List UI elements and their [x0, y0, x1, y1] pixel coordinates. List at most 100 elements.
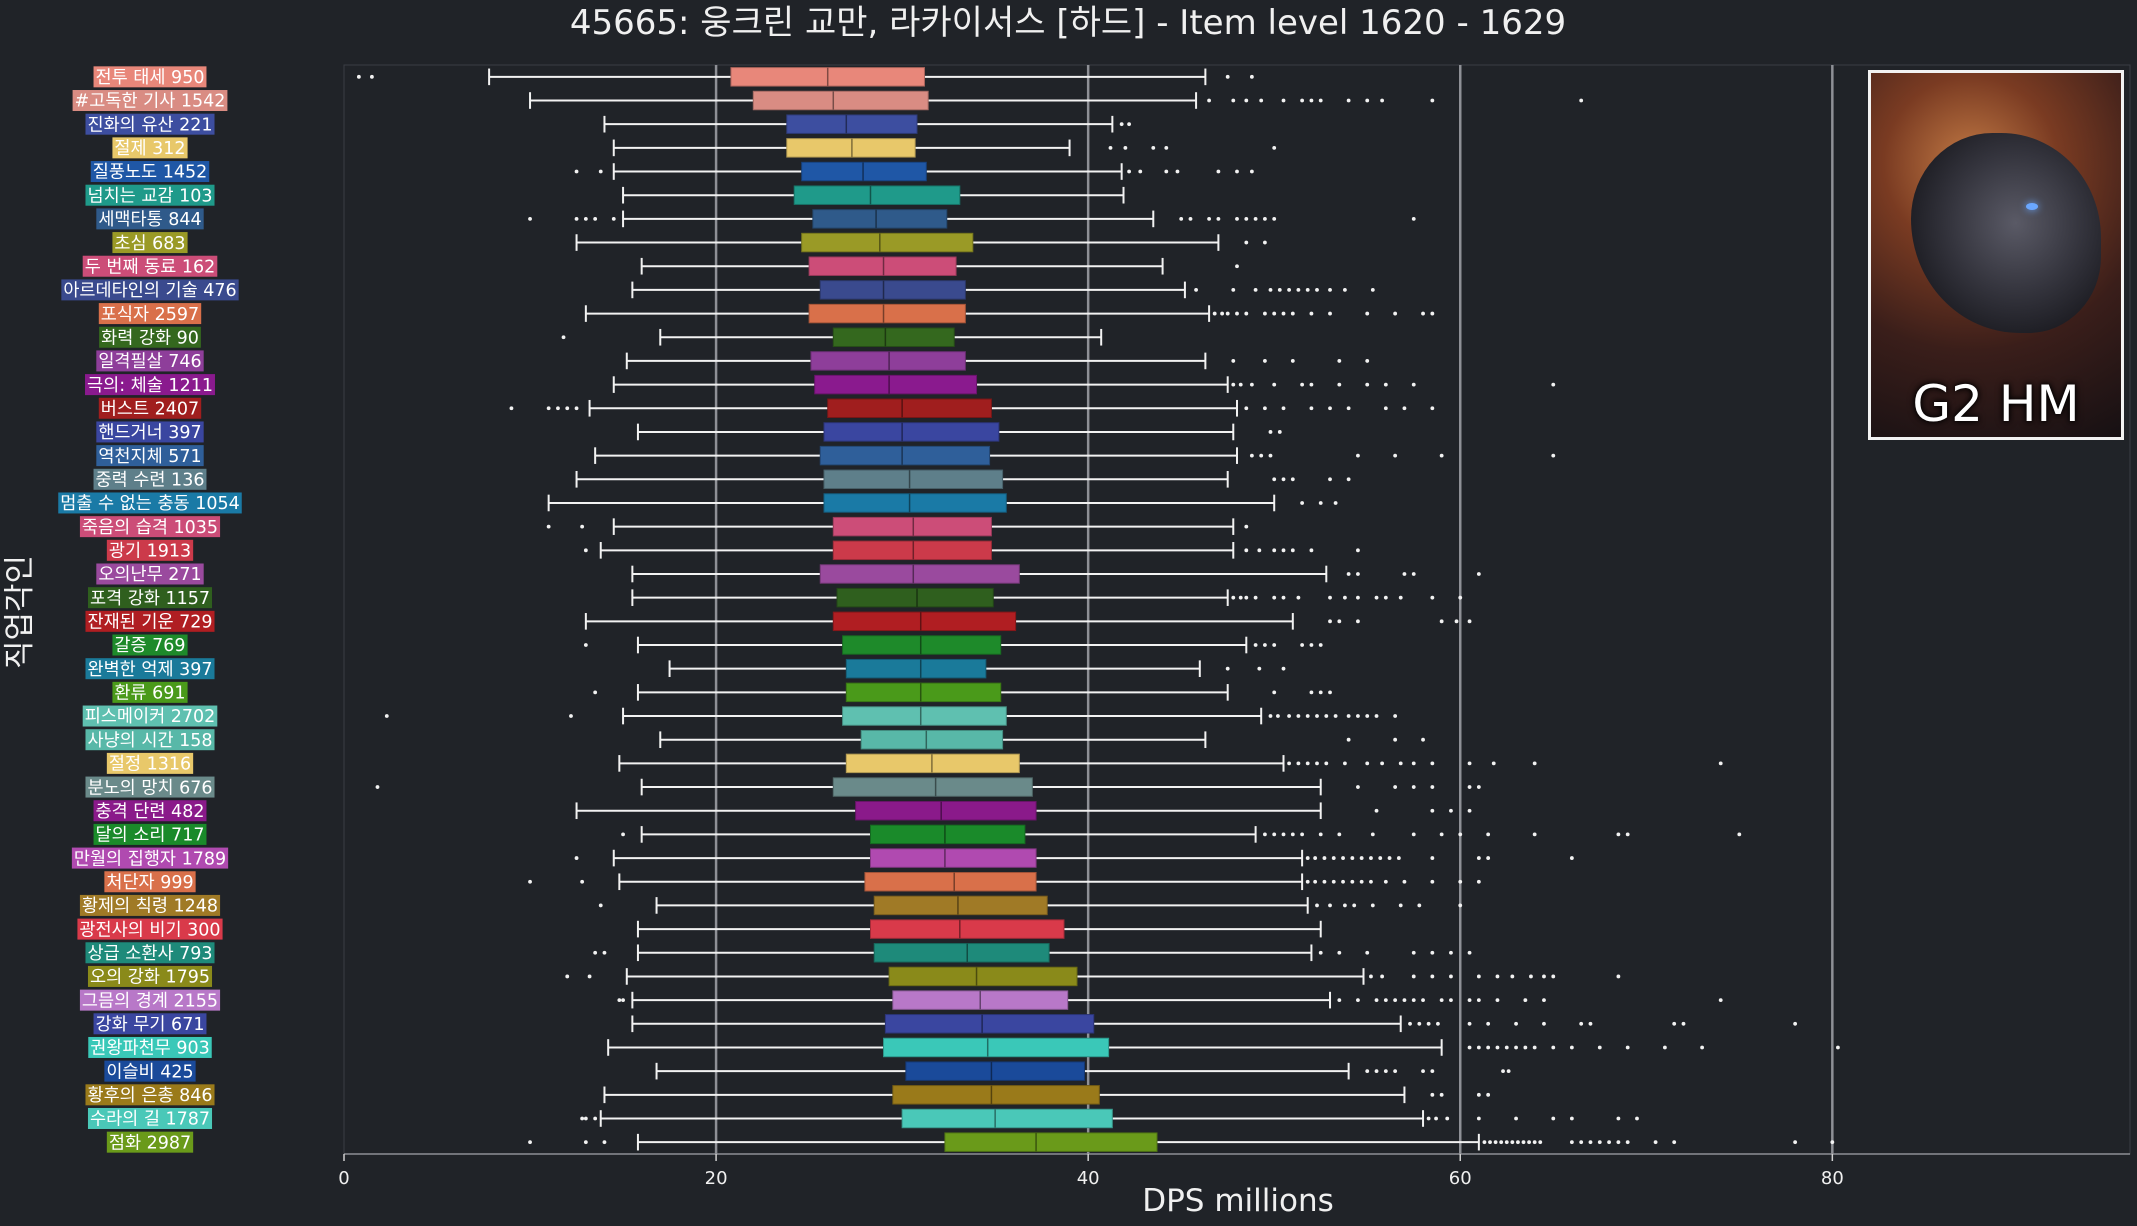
outlier-point — [1402, 406, 1407, 411]
outlier-point — [580, 879, 585, 884]
outlier-point — [1281, 548, 1286, 553]
grid-lines — [343, 64, 2131, 1155]
category-label-bg — [85, 776, 215, 798]
category-label: 피스메이커 2702 — [82, 705, 218, 727]
outlier-point — [1343, 595, 1347, 600]
outlier-point — [1356, 572, 1360, 576]
outlier-point — [1369, 856, 1373, 860]
outlier-point — [1188, 216, 1193, 221]
outlier-point — [1290, 359, 1295, 363]
outlier-point — [621, 832, 625, 837]
outlier-point — [1309, 643, 1314, 647]
outlier-point — [1300, 382, 1305, 387]
outlier-point — [1119, 122, 1124, 127]
outlier-point — [1506, 1069, 1511, 1074]
category-label: 상급 소환사 793 — [85, 942, 215, 964]
outlier-point — [1231, 98, 1236, 103]
box-iqr — [869, 824, 1026, 845]
outlier-point — [1318, 950, 1323, 955]
box-group — [631, 587, 1463, 608]
outlier-point — [1350, 856, 1355, 860]
category-label-text: 피스메이커 2702 — [85, 707, 216, 727]
outlier-point — [1383, 406, 1388, 411]
box-group — [356, 67, 1254, 87]
category-label-text: 죽음의 습격 1035 — [82, 518, 218, 538]
outlier-point — [1501, 1069, 1505, 1074]
outlier-point — [1346, 714, 1351, 718]
outlier-point — [1486, 1045, 1491, 1050]
outlier-point — [1370, 288, 1375, 292]
outlier-point — [1430, 879, 1435, 884]
outlier-point — [546, 524, 551, 529]
outlier-point — [1383, 1069, 1388, 1074]
outlier-point — [1398, 761, 1403, 766]
outlier-point — [1569, 1045, 1574, 1050]
category-label-text: 두 번째 동료 162 — [85, 257, 216, 277]
outlier-point — [1532, 1045, 1537, 1050]
outlier-point — [1231, 288, 1236, 292]
box-iqr — [823, 422, 1000, 442]
box-iqr — [842, 635, 1002, 655]
category-label-text: 수라의 길 1787 — [90, 1110, 210, 1130]
outlier-point — [1268, 430, 1273, 434]
category-label: 분노의 망치 676 — [85, 776, 215, 798]
outlier-point — [1374, 808, 1379, 813]
category-label-text: 세맥타통 844 — [98, 210, 201, 230]
outlier-point — [1268, 453, 1273, 458]
category-label-bg — [85, 1084, 215, 1106]
outlier-point — [1331, 879, 1336, 884]
outlier-point — [1263, 359, 1267, 363]
outlier-point — [1328, 690, 1332, 695]
category-label: 오의 강화 1795 — [87, 965, 213, 988]
x-tick-label: 40 — [1077, 1168, 1100, 1189]
box-group — [584, 303, 1435, 324]
box-group — [565, 966, 1621, 987]
category-label-text: 권왕파천무 903 — [90, 1039, 209, 1059]
outlier-point — [1467, 761, 1472, 766]
outlier-point — [1235, 169, 1239, 174]
outlier-point — [1305, 761, 1310, 766]
box-group — [668, 658, 1286, 679]
category-label-text: 극의: 체술 1211 — [87, 376, 213, 396]
box-iqr — [869, 919, 1065, 939]
outlier-point — [1328, 903, 1332, 908]
category-label: 오의난무 271 — [96, 563, 204, 585]
outlier-point — [1287, 714, 1291, 718]
outlier-point — [1449, 998, 1453, 1003]
outlier-point — [1426, 1021, 1431, 1026]
outlier-point — [1579, 98, 1584, 103]
outlier-point — [583, 216, 588, 221]
outlier-point — [1411, 382, 1416, 387]
outlier-point — [1333, 501, 1338, 505]
outlier-point — [580, 1116, 585, 1121]
category-label-text: 잔재된 기운 729 — [87, 613, 212, 633]
outlier-point — [1718, 998, 1723, 1003]
box-group — [636, 422, 1282, 442]
outlier-point — [1393, 1069, 1398, 1074]
outlier-point — [1616, 832, 1621, 837]
outlier-point — [1439, 832, 1444, 837]
outlier-point — [1793, 1021, 1798, 1026]
outlier-point — [1346, 406, 1351, 411]
outlier-point — [1263, 406, 1267, 411]
outlier-point — [1315, 714, 1319, 718]
outlier-point — [1272, 145, 1277, 150]
category-label-text: 질풍노도 1452 — [93, 163, 208, 183]
category-label-text: 일격필살 746 — [98, 352, 201, 372]
outlier-point — [1616, 1140, 1621, 1145]
box-group — [612, 138, 1277, 158]
outlier-point — [1426, 1116, 1431, 1121]
outlier-point — [1356, 998, 1360, 1003]
outlier-point — [1380, 974, 1385, 979]
category-label: #고독한 기사 1542 — [72, 90, 228, 112]
outlier-point — [1495, 974, 1500, 979]
category-label-text: 환류 691 — [114, 684, 185, 704]
category-label-bg — [90, 161, 210, 183]
outlier-point — [583, 1140, 588, 1145]
outlier-point — [1300, 501, 1305, 505]
box-iqr — [883, 1037, 1110, 1058]
box-iqr — [873, 895, 1048, 916]
outlier-point — [1700, 1045, 1705, 1050]
outlier-point — [569, 714, 573, 718]
category-label-bg — [87, 965, 213, 987]
